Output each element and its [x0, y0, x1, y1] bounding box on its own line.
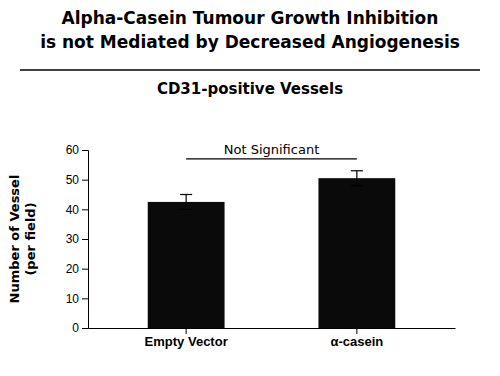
tick-mark	[82, 328, 88, 329]
tick-label: 50	[66, 173, 80, 187]
tick: 20	[66, 262, 88, 276]
tick-mark	[82, 180, 88, 181]
tick-label: 10	[66, 292, 80, 306]
error-bar-cap	[351, 170, 363, 171]
error-bar	[180, 195, 192, 210]
y-axis-title-line: Number of Vessel	[7, 175, 22, 304]
tick-label: Empty Vector	[145, 334, 228, 349]
tick: 50	[66, 173, 88, 187]
tick: 0	[72, 321, 88, 335]
significance-line	[186, 158, 357, 159]
tick-label: 0	[72, 321, 79, 335]
plot: 0 10 20 30 40 50 60 Empty Vector α-casein Not Sig…	[66, 142, 456, 349]
tick-mark	[82, 209, 88, 210]
x-axis: Empty Vector α-casein	[89, 328, 456, 349]
tick-label: 30	[66, 232, 80, 246]
tick-label: 20	[66, 262, 80, 276]
significance-text: Not Significant	[224, 142, 320, 157]
tick-mark	[82, 150, 88, 151]
tick: 10	[66, 292, 88, 306]
tick-mark	[186, 328, 187, 334]
error-bar-cap	[180, 209, 192, 210]
error-bar-cap	[180, 194, 192, 195]
bar	[148, 202, 225, 328]
y-axis-title-line: (per field)	[23, 202, 38, 275]
chart: Alpha-Casein Tumour Growth Inhibition is …	[0, 0, 500, 376]
axis-line	[82, 151, 89, 329]
y-axis-title: Number of Vessel(per field)	[7, 175, 38, 304]
error-bar-stem	[186, 195, 187, 210]
tick: Empty Vector	[145, 328, 228, 349]
tick-mark	[82, 298, 88, 299]
tick-label: 40	[66, 203, 80, 217]
tick-label: α-casein	[330, 334, 383, 349]
tick: 60	[66, 143, 88, 157]
tick-label: 60	[66, 143, 80, 157]
tick-mark	[82, 239, 88, 240]
error-bar-stem	[356, 171, 357, 186]
error-bar-cap	[351, 185, 363, 186]
tick-mark	[82, 269, 88, 270]
error-bar	[351, 171, 363, 186]
tick: α-casein	[330, 328, 383, 349]
axis-line	[89, 328, 456, 329]
tick-mark	[356, 328, 357, 334]
subtitle: CD31-positive Vessels	[157, 80, 343, 98]
marks	[148, 171, 396, 328]
tick: 40	[66, 203, 88, 217]
title: Alpha-Casein Tumour Growth Inhibition	[62, 8, 439, 28]
bar	[318, 178, 395, 328]
y-axis: 0 10 20 30 40 50 60	[66, 143, 89, 335]
separator	[20, 69, 480, 71]
title: is not Mediated by Decreased Angiogenesi…	[40, 32, 460, 52]
tick: 30	[66, 232, 88, 246]
